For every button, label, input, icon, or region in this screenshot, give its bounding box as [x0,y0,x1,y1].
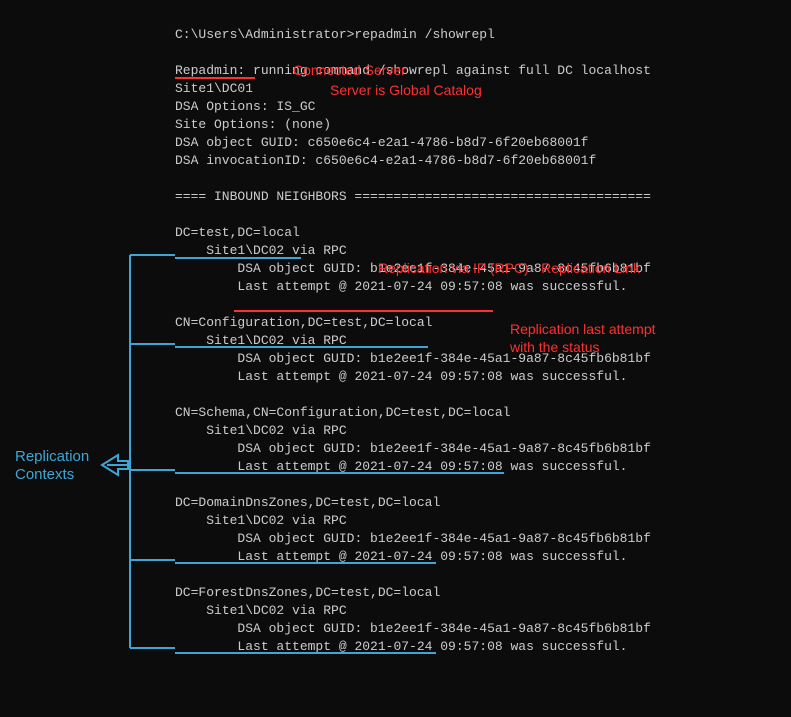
underline-blue [175,472,504,474]
site-options: Site Options: (none) [175,117,331,132]
context-name: DC=ForestDnsZones,DC=test,DC=local [175,585,440,600]
header-line1: Repadmin: running command /showrepl agai… [175,63,651,78]
context-name: DC=DomainDnsZones,DC=test,DC=local [175,495,440,510]
dsa-guid: DSA object GUID: c650e6c4-e2a1-4786-b8d7… [175,135,588,150]
context-via: Site1\DC02 via RPC [206,243,346,258]
annotation-last-attempt-1: Replication last attempt [510,321,656,337]
annotation-repl-contexts-1: Replication [15,448,89,465]
context-last: Last attempt @ 2021-07-24 09:57:08 was s… [237,369,627,384]
annotation-global-catalog: Server is Global Catalog [330,82,482,98]
context-guid: DSA object GUID: b1e2ee1f-384e-45a1-9a87… [237,531,650,546]
underline-blue [175,562,436,564]
underline-red [175,77,255,79]
annotation-last-attempt-2: with the status [510,339,600,355]
server-line: Site1\DC01 [175,81,253,96]
annotation-rpc-link: Replication via IP (RPC) - Replication L… [378,260,640,276]
underline-blue [175,257,301,259]
inbound-header: ==== INBOUND NEIGHBORS =================… [175,189,651,204]
underline-blue [175,346,428,348]
dsa-options: DSA Options: IS_GC [175,99,315,114]
dsa-invoc: DSA invocationID: c650e6c4-e2a1-4786-b8d… [175,153,596,168]
context-name: CN=Schema,CN=Configuration,DC=test,DC=lo… [175,405,510,420]
prompt-line: C:\Users\Administrator>repadmin /showrep… [175,27,495,42]
context-name: CN=Configuration,DC=test,DC=local [175,315,432,330]
context-name: DC=test,DC=local [175,225,300,240]
annotation-connected-server: Connected Server [293,62,406,78]
context-via: Site1\DC02 via RPC [206,423,346,438]
context-last: Last attempt @ 2021-07-24 09:57:08 was s… [237,279,627,294]
context-via: Site1\DC02 via RPC [206,603,346,618]
underline-red [234,310,493,312]
underline-blue [175,652,436,654]
context-guid: DSA object GUID: b1e2ee1f-384e-45a1-9a87… [237,621,650,636]
context-guid: DSA object GUID: b1e2ee1f-384e-45a1-9a87… [237,441,650,456]
context-via: Site1\DC02 via RPC [206,513,346,528]
annotation-repl-contexts-2: Contexts [15,466,74,483]
